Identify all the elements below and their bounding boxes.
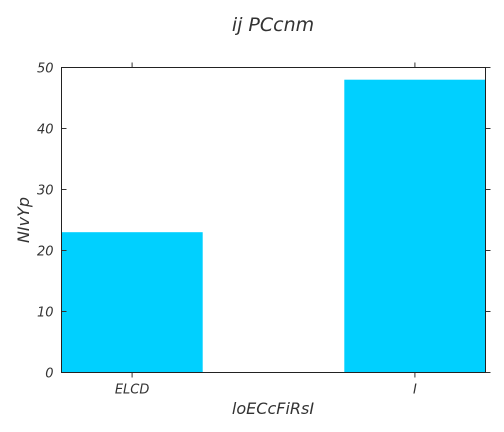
y-tick-label: 50 [37, 62, 54, 77]
x-axis: ELCD I [115, 62, 417, 398]
y-axis: 0 10 20 30 40 50 [37, 62, 491, 382]
y-axis-label: NIvYp [14, 197, 33, 243]
bars-group [61, 79, 486, 373]
x-tick-label: I [413, 383, 417, 398]
x-axis-label: loECcFiRsI [232, 399, 314, 418]
y-tick-label: 20 [37, 245, 54, 260]
y-tick-label: 30 [37, 184, 54, 199]
bar-i [344, 79, 486, 373]
bar-elcd [61, 232, 203, 373]
y-tick-label: 40 [37, 123, 54, 138]
y-tick-label: 10 [37, 306, 54, 321]
x-tick-label: ELCD [115, 383, 150, 398]
y-tick-label: 0 [45, 367, 53, 382]
plot-frame [61, 67, 486, 373]
chart-title: ij PCcnm [232, 14, 314, 36]
